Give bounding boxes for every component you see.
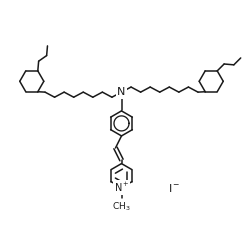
Text: N$^+$: N$^+$ bbox=[114, 181, 129, 194]
Text: CH$_3$: CH$_3$ bbox=[112, 201, 131, 213]
Text: I$^-$: I$^-$ bbox=[168, 182, 181, 194]
Text: N: N bbox=[117, 87, 126, 97]
